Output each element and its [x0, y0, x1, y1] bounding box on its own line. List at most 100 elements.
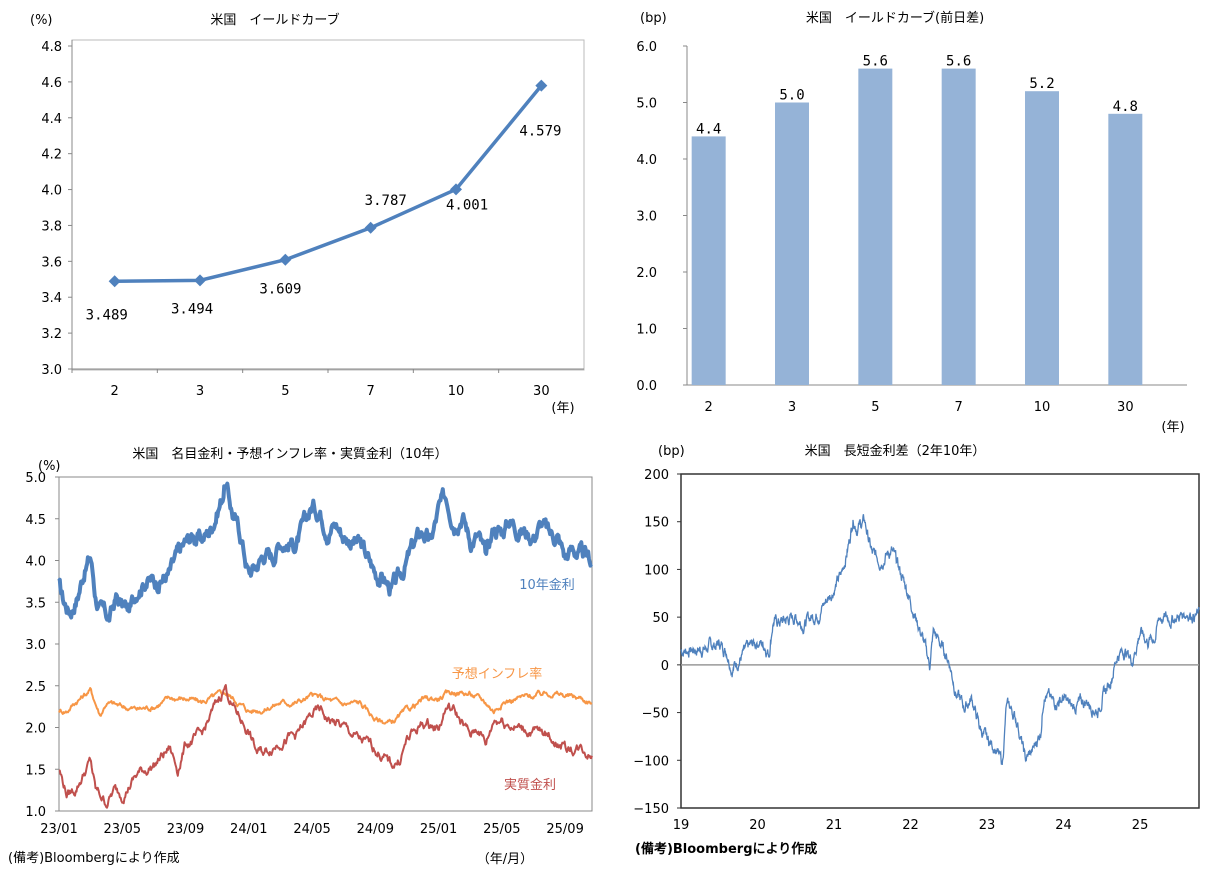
y-tick-label: 4.0 — [41, 184, 62, 199]
source-note: (備考)Bloombergにより作成 — [635, 841, 817, 857]
y-tick-label: −150 — [633, 802, 669, 817]
data-point-marker — [450, 183, 462, 196]
y-tick-label: 4.5 — [25, 513, 46, 528]
plot-frame — [71, 39, 585, 371]
x-tick-label: 5 — [871, 400, 879, 415]
data-point-marker — [364, 221, 377, 234]
y-tick-label: 4.6 — [41, 76, 62, 91]
x-tick-label: 3 — [788, 400, 796, 415]
y-unit-label: (%) — [30, 13, 53, 28]
x-tick-label: 25/09 — [546, 822, 583, 837]
x-tick-label: 10 — [448, 384, 465, 399]
y-tick-label: 5.0 — [25, 471, 46, 486]
x-unit-label: (年) — [1161, 420, 1184, 435]
y-unit-label: (%) — [38, 459, 61, 474]
y-tick-label: 3.0 — [25, 638, 46, 653]
y-tick-label: 5.0 — [636, 97, 657, 112]
data-point-marker — [535, 79, 548, 92]
y-tick-label: 4.2 — [41, 148, 62, 163]
y-tick-label: 3.8 — [41, 219, 62, 234]
chart-title: 米国 イールドカーブ — [210, 12, 339, 28]
bar — [941, 68, 976, 385]
series-label-inflation: 予想インフレ率 — [452, 666, 543, 682]
data-label: 5.0 — [779, 88, 804, 104]
plot-frame — [680, 473, 1200, 809]
y-tick-label: 4.0 — [25, 555, 46, 570]
x-tick-label: 25/05 — [483, 822, 520, 837]
x-tick-label: 30 — [533, 384, 550, 399]
x-tick-label: 24/05 — [293, 822, 330, 837]
y-tick-label: 3.6 — [41, 255, 62, 270]
data-point-marker — [194, 274, 206, 287]
spread-chart: (bp) 米国 長短金利差（2年10年） (備考)Bloombergにより作成 … — [633, 443, 1200, 857]
x-tick-label: 24 — [1055, 818, 1072, 833]
y-tick-label: 4.4 — [41, 112, 62, 127]
x-unit-label: (年) — [551, 401, 574, 416]
y-tick-label: 4.0 — [636, 153, 657, 168]
data-label: 3.489 — [86, 307, 128, 323]
y-tick-label: 3.5 — [25, 596, 46, 611]
series-line — [58, 684, 593, 809]
series-line — [680, 514, 1200, 765]
x-tick-label: 3 — [196, 384, 204, 399]
series-line — [58, 687, 593, 725]
x-tick-label: 20 — [749, 818, 766, 833]
data-label: 5.2 — [1029, 76, 1054, 92]
y-unit-label: (bp) — [658, 444, 685, 459]
x-tick-label: 22 — [902, 818, 919, 833]
data-point-marker — [279, 253, 292, 266]
chart-title: 米国 名目金利・予想インフレ率・実質金利（10年） — [132, 446, 447, 462]
y-tick-label: 1.0 — [636, 323, 657, 338]
yield-change-chart: (bp) 米国 イールドカーブ(前日差) (年) 0.0 1.0 2.0 3.0 4.0… — [636, 10, 1187, 435]
y-tick-label: −50 — [642, 707, 669, 722]
plot-frame — [58, 476, 593, 812]
y-unit-label: (bp) — [640, 11, 667, 26]
data-label: 5.6 — [863, 54, 888, 70]
y-tick-label: 3.4 — [41, 291, 62, 306]
chart-title: 米国 長短金利差（2年10年） — [805, 443, 986, 459]
y-tick-label: −100 — [633, 754, 669, 769]
yield-curve-chart: (%) 米国 イールドカーブ (年) 3.0 3.2 3.4 3.6 3.8 4.0 4.2… — [30, 12, 585, 416]
y-tick-label: 3.0 — [41, 363, 62, 378]
x-tick-label: 23/01 — [40, 822, 77, 837]
data-label: 5.6 — [946, 54, 971, 70]
bar — [691, 136, 726, 385]
x-tick-label: 23/05 — [104, 822, 141, 837]
bar — [1108, 113, 1143, 386]
series-line — [57, 481, 594, 623]
y-tick-label: 150 — [644, 516, 669, 531]
y-tick-label: 50 — [652, 611, 669, 626]
real-rate-chart: (%) 米国 名目金利・予想インフレ率・実質金利（10年） 10年金利 予想イン… — [8, 446, 594, 867]
data-label: 3.787 — [365, 193, 407, 209]
y-tick-label: 2.0 — [25, 722, 46, 737]
y-tick-label: 2.0 — [636, 266, 657, 281]
data-label: 3.494 — [171, 301, 213, 317]
y-tick-label: 3.0 — [636, 210, 657, 225]
series-line — [114, 84, 543, 284]
x-tick-label: 7 — [955, 400, 963, 415]
bar — [775, 102, 809, 385]
y-tick-label: 3.2 — [41, 327, 62, 342]
y-tick-label: 100 — [644, 563, 669, 578]
series-label-nominal: 10年金利 — [519, 577, 575, 593]
series-label-real: 実質金利 — [504, 777, 556, 793]
x-tick-label: 5 — [281, 384, 289, 399]
bar — [858, 68, 893, 385]
x-tick-label: 10 — [1034, 400, 1051, 415]
y-tick-label: 200 — [644, 468, 669, 483]
x-tick-label: 2 — [705, 400, 713, 415]
x-tick-label: 24/09 — [357, 822, 394, 837]
data-label: 4.579 — [519, 124, 561, 140]
source-note: (備考)Bloombergにより作成 — [8, 850, 180, 866]
y-tick-label: 0.0 — [636, 379, 657, 394]
x-tick-label: 19 — [673, 818, 690, 833]
y-tick-label: 1.5 — [25, 763, 46, 778]
x-tick-label: 21 — [826, 818, 843, 833]
data-label: 4.8 — [1113, 99, 1138, 115]
x-tick-label: 2 — [111, 384, 119, 399]
bar — [1025, 91, 1059, 385]
chart-title: 米国 イールドカーブ(前日差) — [806, 10, 984, 26]
y-tick-label: 6.0 — [636, 40, 657, 55]
y-tick-label: 2.5 — [25, 680, 46, 695]
